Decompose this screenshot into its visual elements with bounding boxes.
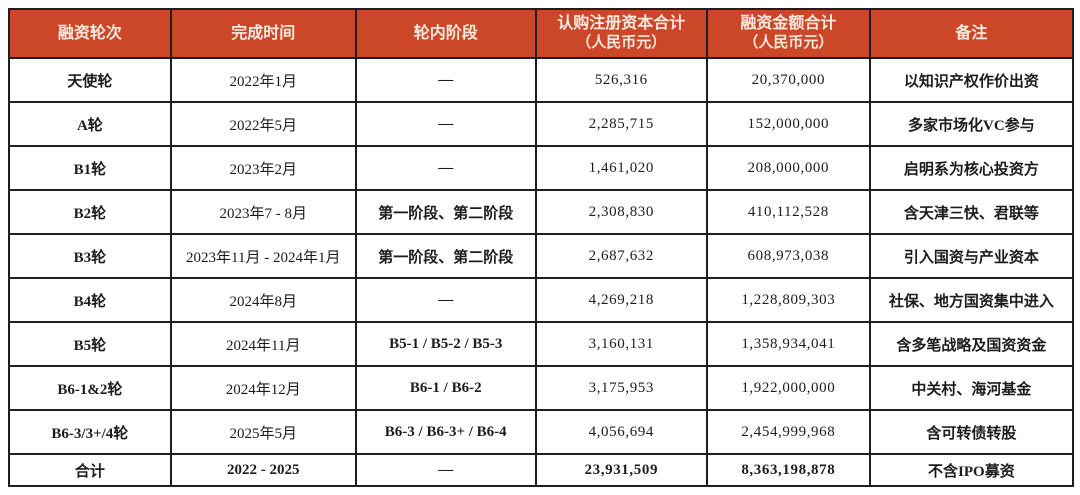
table-row: B4轮 2024年8月 —4,269,218 1,228,809,303 社保、地方国资…	[8, 277, 1075, 323]
cell-note: 以知识产权作价出资	[868, 57, 1075, 103]
cell-stage: —	[354, 453, 537, 487]
header-cell-round: 融资轮次	[8, 8, 172, 59]
cell-round: 合计	[8, 453, 172, 487]
cell-round: A轮	[8, 101, 172, 147]
cell-time: 2022年5月	[169, 101, 357, 147]
total-row: 合计 2022 - 2025—23,931,509 8,363,198,878 不含I…	[8, 453, 1075, 487]
cell-capital: 2,687,632	[534, 233, 708, 279]
table-row: B5轮 2024年11月 B5-1 / B5-2 / B5-3 3,160,131 1,…	[8, 321, 1075, 367]
cell-capital: 4,056,694	[534, 409, 708, 455]
cell-stage: 第一阶段、第二阶段	[354, 189, 537, 235]
cell-time: 2023年7 - 8月	[169, 189, 357, 235]
cell-note: 引入国资与产业资本	[868, 233, 1075, 279]
cell-round: B1轮	[8, 145, 172, 191]
cell-time: 2024年8月	[169, 277, 357, 323]
cell-time: 2022 - 2025	[169, 453, 357, 487]
cell-note: 多家市场化VC参与	[868, 101, 1075, 147]
cell-round: B4轮	[8, 277, 172, 323]
cell-amount: 410,112,528	[705, 189, 871, 235]
cell-stage: —	[354, 277, 537, 323]
cell-capital: 3,160,131	[534, 321, 708, 367]
cell-note: 含天津三快、君联等	[868, 189, 1075, 235]
cell-time: 2022年1月	[169, 57, 357, 103]
cell-stage: 第一阶段、第二阶段	[354, 233, 537, 279]
cell-stage: —	[354, 57, 537, 103]
header-amount-unit: （人民币元）	[743, 34, 834, 52]
cell-capital: 23,931,509	[534, 453, 708, 487]
cell-amount: 1,922,000,000	[705, 365, 871, 411]
cell-stage: —	[354, 101, 537, 147]
cell-capital: 1,461,020	[534, 145, 708, 191]
header-capital-label: 认购注册资本合计	[557, 15, 686, 33]
cell-round: B6-1&2轮	[8, 365, 172, 411]
cell-time: 2023年11月 - 2024年1月	[169, 233, 357, 279]
header-cell-capital: 认购注册资本合计 （人民币元）	[534, 8, 708, 59]
cell-stage: —	[354, 145, 537, 191]
header-cell-time: 完成时间	[169, 8, 357, 59]
cell-note: 含可转债转股	[868, 409, 1075, 455]
table-row: A轮 2022年5月 —2,285,715 152,000,000 多家市场化VC参与	[8, 101, 1075, 147]
cell-note: 不含IPO募资	[868, 453, 1075, 487]
cell-stage: B6-1 / B6-2	[354, 365, 537, 411]
cell-round: 天使轮	[8, 57, 172, 103]
cell-note: 含多笔战略及国资资金	[868, 321, 1075, 367]
header-cell-note: 备注	[868, 8, 1075, 59]
cell-amount: 208,000,000	[705, 145, 871, 191]
cell-capital: 526,316	[534, 57, 708, 103]
table-row: B6-1&2轮 2024年12月 B6-1 / B6-2 3,175,953 1,922…	[8, 365, 1075, 411]
cell-amount: 8,363,198,878	[705, 453, 871, 487]
cell-time: 2025年5月	[169, 409, 357, 455]
cell-capital: 2,285,715	[534, 101, 708, 147]
cell-round: B3轮	[8, 233, 172, 279]
cell-amount: 2,454,999,968	[705, 409, 871, 455]
table-row: B1轮 2023年2月 —1,461,020 208,000,000 启明系为核心投资方	[8, 145, 1075, 191]
header-cell-stage: 轮内阶段	[354, 8, 537, 59]
cell-amount: 152,000,000	[705, 101, 871, 147]
table-row: B6-3/3+/4轮 2025年5月 B6-3 / B6-3+ / B6-4 4,05…	[8, 409, 1075, 455]
cell-time: 2024年11月	[169, 321, 357, 367]
header-capital-unit: （人民币元）	[576, 34, 667, 52]
financing-rounds-table: 融资轮次 完成时间 轮内阶段 认购注册资本合计 （人民币元） 融资金额合计 （人…	[8, 8, 1075, 487]
header-cell-amount: 融资金额合计 （人民币元）	[705, 8, 871, 59]
cell-time: 2024年12月	[169, 365, 357, 411]
cell-note: 社保、地方国资集中进入	[868, 277, 1075, 323]
table-header-row: 融资轮次 完成时间 轮内阶段 认购注册资本合计 （人民币元） 融资金额合计 （人…	[8, 8, 1075, 59]
cell-round: B5轮	[8, 321, 172, 367]
cell-stage: B5-1 / B5-2 / B5-3	[354, 321, 537, 367]
cell-amount: 20,370,000	[705, 57, 871, 103]
table-row: B2轮 2023年7 - 8月 第一阶段、第二阶段 2,308,830 410,112,…	[8, 189, 1075, 235]
table-body: 天使轮 2022年1月 —526,316 20,370,000 以知识产权作价出资 A轮 2…	[8, 57, 1075, 487]
cell-capital: 4,269,218	[534, 277, 708, 323]
table-row: 天使轮 2022年1月 —526,316 20,370,000 以知识产权作价出资	[8, 57, 1075, 103]
cell-round: B2轮	[8, 189, 172, 235]
cell-capital: 2,308,830	[534, 189, 708, 235]
cell-round: B6-3/3+/4轮	[8, 409, 172, 455]
table-row: B3轮 2023年11月 - 2024年1月 第一阶段、第二阶段 2,687,632 6…	[8, 233, 1075, 279]
header-amount-label: 融资金额合计	[740, 15, 837, 33]
cell-amount: 1,228,809,303	[705, 277, 871, 323]
cell-stage: B6-3 / B6-3+ / B6-4	[354, 409, 537, 455]
cell-note: 中关村、海河基金	[868, 365, 1075, 411]
cell-amount: 608,973,038	[705, 233, 871, 279]
cell-note: 启明系为核心投资方	[868, 145, 1075, 191]
cell-capital: 3,175,953	[534, 365, 708, 411]
cell-amount: 1,358,934,041	[705, 321, 871, 367]
cell-time: 2023年2月	[169, 145, 357, 191]
